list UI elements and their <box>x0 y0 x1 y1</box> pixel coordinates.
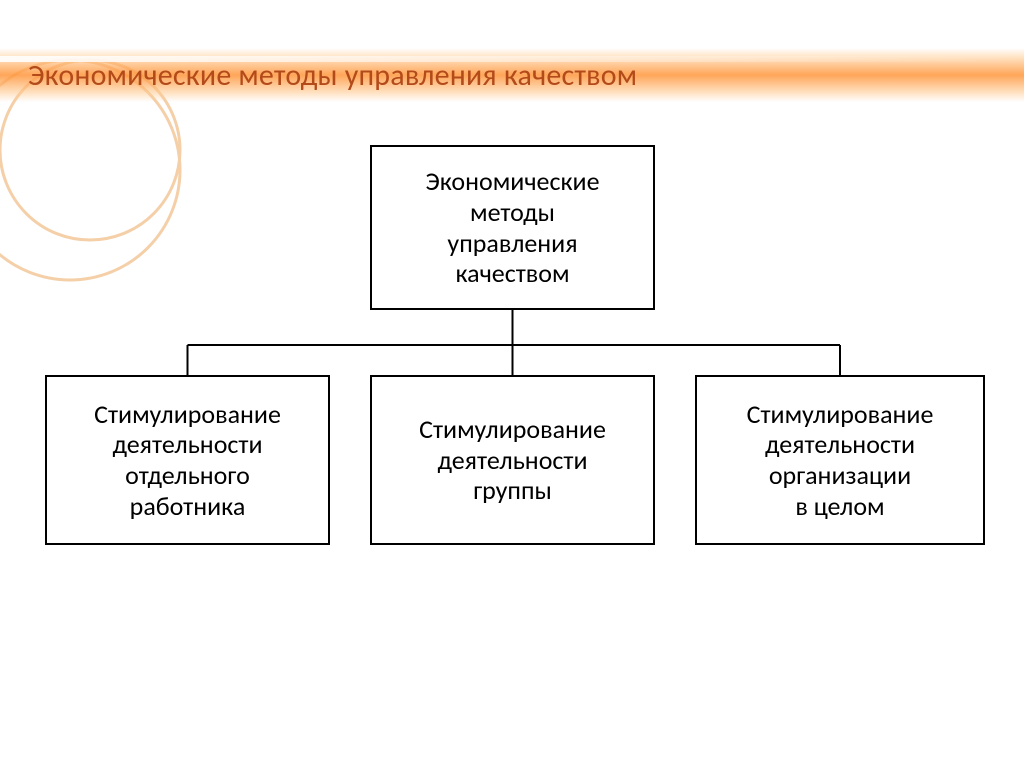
title-band: Экономические методы управления качество… <box>0 48 1024 102</box>
node-child1: Стимулирование деятельности отдельного р… <box>45 375 330 545</box>
slide-title: Экономические методы управления качество… <box>28 57 637 94</box>
node-child3: Стимулирование деятельности организации … <box>695 375 985 545</box>
node-label: Экономические методы управления качество… <box>425 166 599 289</box>
node-child2: Стимулирование деятельности группы <box>370 375 655 545</box>
org-chart: Экономические методы управления качество… <box>0 135 1024 767</box>
node-root: Экономические методы управления качество… <box>370 145 655 310</box>
node-label: Стимулирование деятельности отдельного р… <box>94 399 281 522</box>
node-label: Стимулирование деятельности группы <box>419 414 606 506</box>
node-label: Стимулирование деятельности организации … <box>747 399 934 522</box>
